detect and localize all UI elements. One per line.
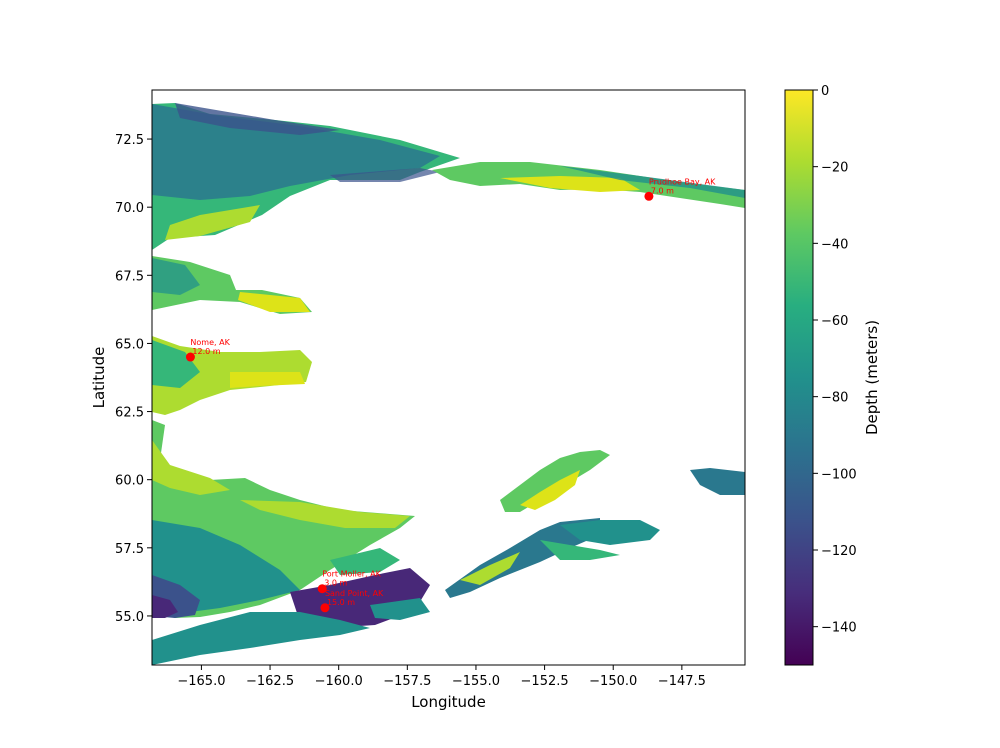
station-name: Nome, AK xyxy=(190,338,230,347)
x-tick-label: −152.5 xyxy=(521,674,569,689)
colorbar-tick-label: −20 xyxy=(821,161,848,176)
station-name: Prudhoe Bay, AK xyxy=(649,177,716,186)
y-axis-title: Latitude xyxy=(90,347,108,409)
station-depth: 12.0 m xyxy=(192,347,220,356)
y-tick-label: 67.5 xyxy=(115,269,144,284)
station-name: Sand Point, AK xyxy=(325,589,384,598)
x-axis: −165.0 −162.5 −160.0 −157.5 −155.0 −152.5 −150… xyxy=(177,665,706,689)
station-label: Sand Point, AK 15.0 m xyxy=(325,589,384,607)
x-tick-label: −157.5 xyxy=(383,674,431,689)
y-tick-label: 72.5 xyxy=(115,133,144,148)
station-label: Prudhoe Bay, AK 7.0 m xyxy=(649,177,716,195)
bathymetry-layer xyxy=(152,90,745,665)
colorbar-axis: 0 −20 −40 −60 −80 −100 −120 −140 xyxy=(813,84,857,636)
station-depth: 7.0 m xyxy=(651,186,674,195)
x-tick-label: −150.0 xyxy=(589,674,637,689)
y-tick-label: 55.0 xyxy=(115,610,144,625)
station-name: Port Moller, AK xyxy=(322,570,381,579)
x-tick-label: −165.0 xyxy=(177,674,225,689)
colorbar-tick-label: −60 xyxy=(821,314,848,329)
station-label: Port Moller, AK 3.0 m xyxy=(322,570,381,588)
y-tick-label: 70.0 xyxy=(115,201,144,216)
colorbar-tick-label: −100 xyxy=(821,467,857,482)
colorbar-tick-label: 0 xyxy=(821,84,829,99)
colorbar xyxy=(784,89,814,666)
station-marker xyxy=(317,584,327,594)
x-tick-label: −160.0 xyxy=(315,674,363,689)
station-marker xyxy=(320,603,330,613)
colorbar-tick-label: −80 xyxy=(821,391,848,406)
y-tick-label: 65.0 xyxy=(115,337,144,352)
y-tick-label: 62.5 xyxy=(115,406,144,421)
station-markers: Prudhoe Bay, AK 7.0 m Nome, AK 12.0 m Port M… xyxy=(185,177,716,613)
colorbar-tick-label: −120 xyxy=(821,544,857,559)
station-depth: 15.0 m xyxy=(327,598,355,607)
x-tick-label: −147.5 xyxy=(658,674,706,689)
station-depth: 3.0 m xyxy=(324,579,347,588)
station-marker xyxy=(644,191,654,201)
plot-frame xyxy=(151,89,746,666)
x-axis-title: Longitude xyxy=(411,693,486,711)
y-tick-label: 57.5 xyxy=(115,542,144,557)
station-marker xyxy=(185,352,195,362)
colorbar-tick-label: −40 xyxy=(821,237,848,252)
y-tick-label: 60.0 xyxy=(115,474,144,489)
y-axis: 55.0 57.5 60.0 62.5 65.0 67.5 70.0 72.5 xyxy=(115,133,152,625)
x-tick-label: −155.0 xyxy=(452,674,500,689)
station-label: Nome, AK 12.0 m xyxy=(190,338,230,356)
x-tick-label: −162.5 xyxy=(246,674,294,689)
colorbar-tick-label: −140 xyxy=(821,621,857,636)
colorbar-title: Depth (meters) xyxy=(863,320,881,435)
